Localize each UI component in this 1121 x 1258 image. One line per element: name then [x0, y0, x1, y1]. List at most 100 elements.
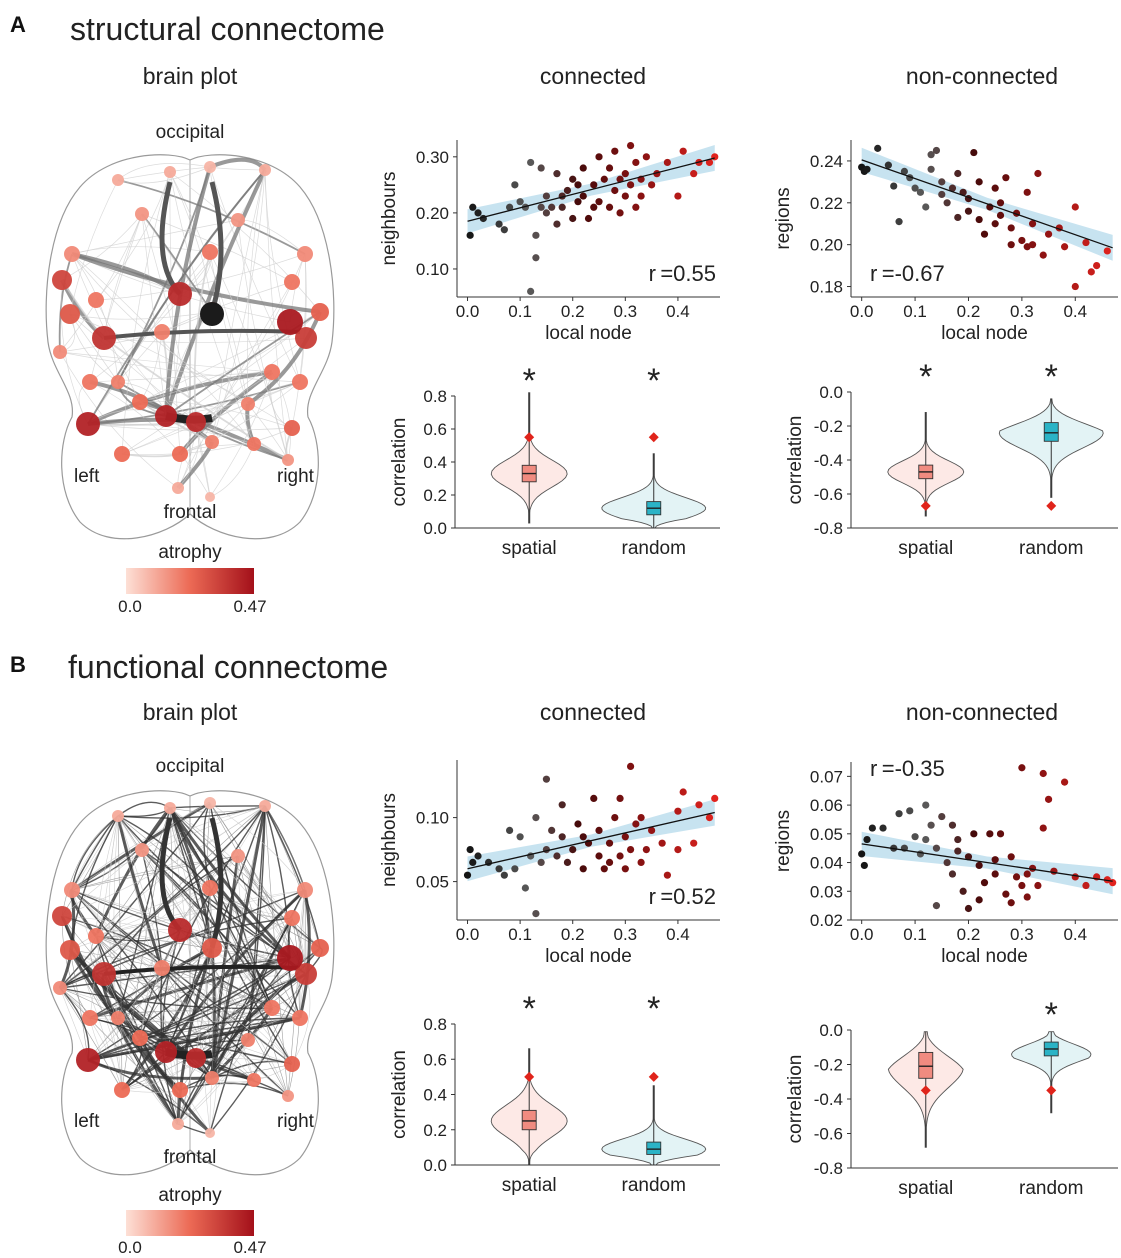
brain-edge [102, 973, 212, 1135]
empirical-marker [920, 500, 931, 511]
brain-node [111, 1011, 125, 1025]
brain-edge-hub [209, 817, 224, 949]
nonconnected-title-b: non-connected [906, 699, 1058, 725]
y-axis-label: regions [773, 810, 794, 872]
x-tick-label: spatial [502, 1175, 557, 1196]
brain-node [264, 364, 280, 380]
scatter-point [1018, 881, 1026, 890]
x-tick-label: spatial [898, 538, 953, 559]
scatter-point [537, 164, 545, 172]
scatter-point [922, 835, 930, 844]
significance-star: * [647, 990, 660, 1028]
y-tick-label: 0.20 [416, 204, 449, 223]
brain-edge [195, 947, 321, 1059]
x-tick-label: random [622, 1175, 686, 1196]
brain-node [155, 405, 177, 427]
scatter-nonconnected-a: 0.0 0.1 0.2 0.3 0.4 0.18 0.20 0.22 0.24 local nod… [773, 140, 1118, 344]
scatter-point [895, 810, 903, 818]
brain-edge [71, 855, 239, 891]
scatter-point [616, 209, 624, 217]
brain-label-occipital-a: occipital [156, 122, 225, 143]
scatter-point [626, 181, 635, 189]
y-tick-label: 0.03 [810, 882, 843, 901]
scatter-point [980, 879, 989, 887]
scatter-point [605, 858, 614, 867]
brain-edge [89, 947, 213, 1019]
x-axis-label: local node [545, 946, 632, 967]
brain-node [172, 482, 184, 494]
brain-label-occipital-b: occipital [156, 756, 225, 777]
brain-edge [59, 987, 211, 1134]
scatter-point [1061, 778, 1069, 786]
brain-edge [287, 917, 301, 1097]
brain-node [135, 843, 149, 857]
x-tick-label: 0.4 [1063, 302, 1087, 321]
brain-edge [139, 957, 291, 1039]
y-tick-label: -0.6 [814, 485, 843, 504]
y-tick-label: 0.10 [416, 260, 449, 279]
scatter-point [626, 846, 635, 854]
scatter-point [927, 151, 935, 159]
scatter-point [690, 170, 698, 178]
scatter-point [954, 835, 962, 844]
scatter-point [986, 830, 994, 838]
colorbar-a [126, 568, 254, 594]
violin-iqr-box [646, 1141, 662, 1155]
scatter-point [1018, 236, 1026, 245]
scatter-point [563, 858, 572, 867]
scatter-point [1028, 220, 1037, 228]
scatter-point [996, 211, 1005, 219]
brain-edge [61, 849, 143, 917]
scatter-point [595, 198, 603, 206]
x-tick-label: 0.3 [613, 302, 637, 321]
correlation-annotation: r =-0.67 [870, 261, 945, 286]
brain-label-right-a: right [277, 466, 315, 487]
scatter-point [542, 209, 551, 217]
x-tick-label: random [1019, 538, 1083, 559]
scatter-point [584, 214, 593, 223]
brain-node [204, 161, 216, 173]
brain-edge [59, 351, 273, 373]
colorbar-label-a: atrophy [158, 542, 222, 563]
brain-edge [139, 400, 293, 429]
brain-node [52, 270, 72, 290]
y-tick-label: 0.24 [810, 152, 843, 171]
brain-edge [89, 815, 119, 1019]
fit-line [467, 811, 715, 870]
brain-node [292, 1010, 308, 1026]
scatter-point [563, 186, 572, 195]
y-axis-label: correlation [389, 1050, 410, 1139]
y-tick-label: -0.4 [814, 1090, 843, 1109]
brain-edge [95, 935, 293, 1065]
brain-node [164, 802, 176, 814]
panel-title-b: functional connectome [68, 649, 388, 685]
brain-edge [71, 855, 239, 891]
scatter-point [648, 826, 656, 835]
brain-edge [69, 949, 273, 1009]
scatter-point [695, 801, 703, 809]
brain-label-left-b: left [74, 1111, 100, 1132]
scatter-point [558, 801, 566, 809]
scatter-point [1023, 893, 1031, 901]
scatter-point [621, 170, 629, 178]
scatter-point [637, 814, 645, 822]
scatter-point [1039, 824, 1047, 832]
y-axis-label: regions [773, 187, 794, 249]
scatter-point [611, 186, 619, 195]
brain-edge [71, 253, 119, 383]
brain-node [53, 981, 67, 995]
scatter-point [579, 192, 587, 200]
brain-node [168, 918, 192, 942]
scatter-point [469, 203, 477, 211]
brain-edge [117, 163, 211, 181]
brain-edge [210, 972, 307, 1079]
brain-edge [59, 351, 301, 383]
brain-node [277, 945, 303, 971]
scatter-point [632, 158, 640, 167]
scatter-point [600, 175, 608, 183]
y-tick-label: 0.6 [423, 1050, 447, 1069]
scatter-point [916, 188, 925, 196]
violin-nonconnected-b: spatial * random -0.8 -0.6 -0.4 -0.2 0.0 correla… [785, 996, 1118, 1199]
scatter-point [558, 833, 566, 841]
